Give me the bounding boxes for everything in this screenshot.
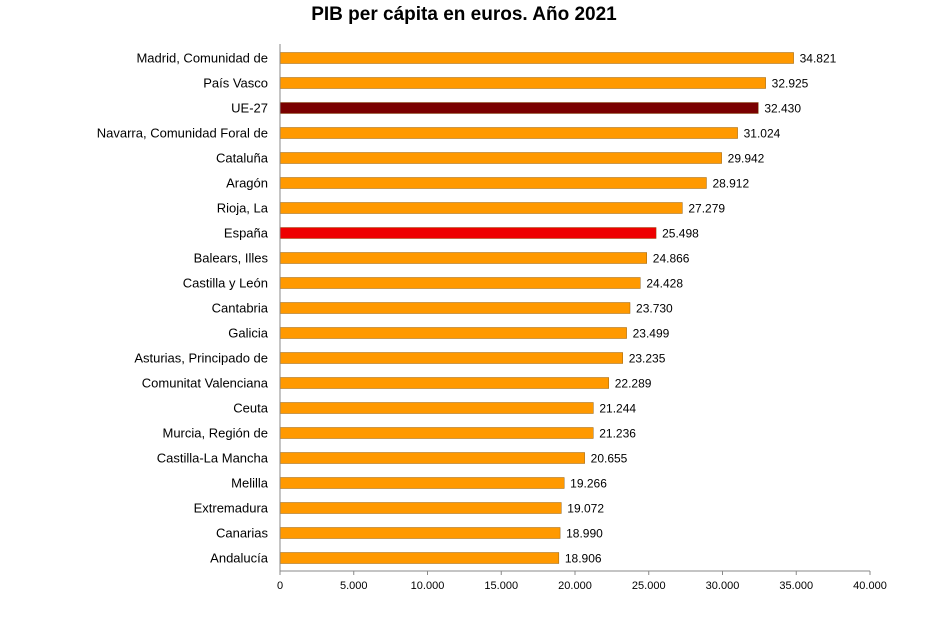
category-label: Asturias, Principado de: [134, 351, 268, 366]
value-label: 23.730: [636, 302, 673, 316]
bar: [279, 127, 738, 139]
bar: [279, 52, 794, 64]
value-label: 22.289: [615, 377, 652, 391]
chart-title: PIB per cápita en euros. Año 2021: [311, 4, 617, 25]
x-tick-label: 10.000: [411, 580, 445, 592]
bar: [279, 527, 561, 539]
axis-layer: 0 5.000 10.000 15.000 20.000 25.000 30.000 35.0…: [277, 44, 887, 592]
value-label: 18.906: [565, 552, 602, 566]
bar: [279, 327, 627, 339]
value-label: 19.072: [567, 502, 604, 516]
x-tick-label: 25.000: [632, 580, 666, 592]
bar: [279, 177, 707, 189]
bar: [279, 252, 647, 264]
bar: [279, 502, 562, 514]
category-label: Extremadura: [194, 501, 269, 516]
bar: [279, 227, 657, 239]
bar: [279, 277, 641, 289]
category-label: Castilla y León: [183, 276, 268, 291]
bar: [279, 352, 623, 364]
category-label: País Vasco: [203, 76, 268, 91]
value-label: 24.428: [646, 277, 683, 291]
bar: [279, 152, 722, 164]
category-label: Navarra, Comunidad Foral de: [97, 126, 268, 141]
category-label: Cantabria: [212, 301, 269, 316]
value-label: 31.024: [744, 127, 781, 141]
category-label: Murcia, Región de: [163, 426, 269, 441]
category-label: Galicia: [228, 326, 269, 341]
value-label: 29.942: [728, 152, 765, 166]
value-label: 25.498: [662, 227, 699, 241]
category-label: Castilla-La Mancha: [157, 451, 269, 466]
value-label: 23.235: [629, 352, 666, 366]
category-labels: Madrid, Comunidad de País Vasco UE-27 Navar…: [97, 51, 269, 566]
x-tick-label: 5.000: [340, 580, 368, 592]
value-label: 20.655: [591, 452, 628, 466]
bar: [279, 302, 631, 314]
value-label: 23.499: [633, 327, 670, 341]
value-label: 34.821: [800, 52, 837, 66]
bar: [279, 77, 766, 89]
value-label: 19.266: [570, 477, 607, 491]
category-label: Aragón: [226, 176, 268, 191]
bar: [279, 377, 609, 389]
category-label: Rioja, La: [217, 201, 269, 216]
bar: [279, 402, 594, 414]
category-label: Melilla: [231, 476, 269, 491]
category-label: Canarias: [216, 526, 269, 541]
category-label: Cataluña: [216, 151, 269, 166]
value-label: 18.990: [566, 527, 603, 541]
x-tick-label: 40.000: [853, 580, 887, 592]
bar: [279, 477, 565, 489]
category-label: España: [224, 226, 269, 241]
value-label: 32.430: [764, 102, 801, 116]
value-label: 28.912: [712, 177, 749, 191]
bar: [279, 202, 683, 214]
category-label: Madrid, Comunidad de: [136, 51, 268, 66]
x-tick-label: 20.000: [558, 580, 592, 592]
value-label: 27.279: [688, 202, 725, 216]
x-tick-label: 30.000: [706, 580, 740, 592]
bar: [279, 427, 594, 439]
x-tick-label: 35.000: [779, 580, 813, 592]
x-tick-label: 15.000: [484, 580, 518, 592]
bar: [279, 102, 759, 114]
category-label: Comunitat Valenciana: [142, 376, 269, 391]
category-label: Andalucía: [210, 551, 269, 566]
category-label: Ceuta: [233, 401, 268, 416]
category-label: Balears, Illes: [194, 251, 269, 266]
category-label: UE-27: [231, 101, 268, 116]
bar: [279, 452, 585, 464]
bar: [279, 552, 560, 564]
value-label: 21.236: [599, 427, 636, 441]
value-labels: 34.821 32.925 32.430 31.024 29.942 28.912 27.2…: [565, 52, 837, 566]
value-label: 21.244: [599, 402, 636, 416]
bars-layer: [279, 52, 794, 564]
value-label: 24.866: [653, 252, 690, 266]
x-tick-label: 0: [277, 580, 283, 592]
value-label: 32.925: [772, 77, 809, 91]
